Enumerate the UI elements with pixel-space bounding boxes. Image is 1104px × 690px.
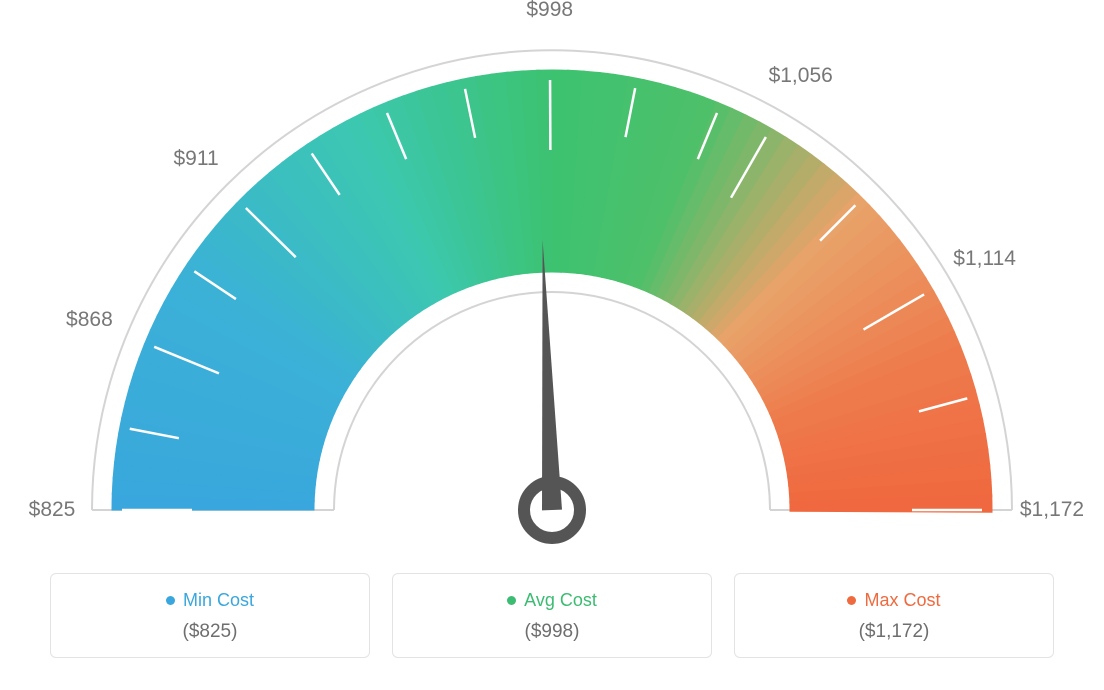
gauge-tick-label: $998 (526, 0, 573, 22)
gauge-tick-label: $868 (66, 308, 113, 332)
gauge-tick-label: $1,056 (769, 64, 833, 88)
legend-card-min: Min Cost ($825) (50, 573, 370, 658)
gauge-tick-label: $1,172 (1020, 498, 1084, 522)
chart-container: $825 $868 $911 $998 $1,056 $1,114 $1,172 Min C… (0, 0, 1104, 690)
legend-label-avg: Avg Cost (403, 590, 701, 611)
legend-avg-value: ($998) (403, 621, 701, 643)
legend-row: Min Cost ($825) Avg Cost ($998) Max Cost… (50, 573, 1054, 658)
dot-icon (507, 596, 516, 605)
gauge-tick-label: $911 (173, 147, 218, 171)
legend-card-max: Max Cost ($1,172) (734, 573, 1054, 658)
dot-icon (166, 596, 175, 605)
legend-label-min: Min Cost (61, 590, 359, 611)
legend-label-max: Max Cost (745, 590, 1043, 611)
legend-min-text: Min Cost (183, 590, 254, 611)
legend-max-value: ($1,172) (745, 621, 1043, 643)
gauge-svg (0, 0, 1104, 560)
legend-max-text: Max Cost (864, 590, 940, 611)
legend-avg-text: Avg Cost (524, 590, 597, 611)
gauge: $825 $868 $911 $998 $1,056 $1,114 $1,172 (0, 0, 1104, 560)
gauge-tick-label: $825 (29, 498, 76, 522)
dot-icon (847, 596, 856, 605)
gauge-tick-label: $1,114 (953, 247, 1016, 271)
legend-card-avg: Avg Cost ($998) (392, 573, 712, 658)
legend-min-value: ($825) (61, 621, 359, 643)
